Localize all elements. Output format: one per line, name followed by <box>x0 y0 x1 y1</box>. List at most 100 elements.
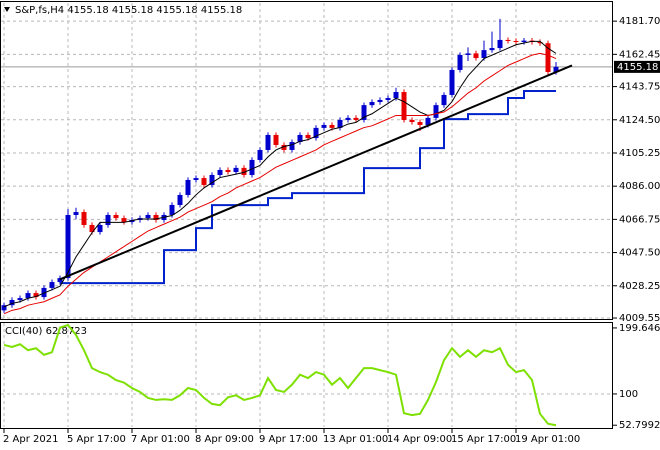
x-tick-label: 7 Apr 01:00 <box>131 434 190 445</box>
candle-body <box>497 39 503 49</box>
candle-body <box>201 178 207 185</box>
candle-body <box>97 224 103 233</box>
x-tick-label: 19 Apr 01:00 <box>515 434 580 445</box>
candle-body <box>329 124 335 128</box>
candle-body <box>193 178 199 180</box>
candle-body <box>265 134 271 150</box>
chart-title: S&P,fs,H4 4155.18 4155.18 4155.18 4155.1… <box>15 5 242 16</box>
y-tick-label: 4066.75 <box>619 214 660 225</box>
candle-body <box>9 299 15 306</box>
y-tick-label: 4143.75 <box>619 82 660 93</box>
x-tick-label: 14 Apr 09:00 <box>387 434 452 445</box>
candle-body <box>185 179 191 195</box>
candle-body <box>473 53 479 59</box>
candle-body <box>521 40 527 43</box>
menu-arrow <box>4 7 10 12</box>
candle-body <box>33 293 39 298</box>
candle-body <box>313 127 319 139</box>
candle-body <box>105 214 111 225</box>
candle-body <box>73 212 79 215</box>
candle-body <box>113 214 119 219</box>
y-tick-label: 4009.55 <box>619 313 660 324</box>
y-tick-label: 4086.00 <box>619 181 660 192</box>
candle-body <box>385 98 391 100</box>
candle-body <box>345 117 351 120</box>
candle-body <box>441 94 447 106</box>
x-tick-label: 15 Apr 17:00 <box>451 434 516 445</box>
x-tick-label: 8 Apr 09:00 <box>195 434 254 445</box>
line <box>3 52 557 315</box>
y-tick-label: 4124.50 <box>619 115 660 126</box>
line <box>3 323 557 427</box>
candle-body <box>281 144 287 150</box>
candle-body <box>409 119 415 123</box>
trendline <box>59 64 573 281</box>
candle-body <box>553 66 559 73</box>
candle-body <box>537 42 543 44</box>
candle-body <box>153 214 159 220</box>
candle-body <box>257 149 263 160</box>
candle-body <box>305 134 311 139</box>
y-tick-label: 4162.45 <box>619 49 660 60</box>
candle-body <box>377 99 383 103</box>
x-tick-label: 2 Apr 2021 <box>3 434 58 445</box>
candle-body <box>489 48 495 51</box>
candle-body <box>353 117 359 120</box>
candle-body <box>465 53 471 55</box>
candle-body <box>297 134 303 143</box>
candle-body <box>369 102 375 106</box>
price-label: 4155.18 <box>617 62 658 73</box>
y-tick-label: 4028.25 <box>619 281 660 292</box>
x-tick-label: 13 Apr 01:00 <box>323 434 388 445</box>
candle-body <box>513 40 519 43</box>
candle-body <box>457 54 463 70</box>
candle-body <box>25 293 31 299</box>
candle-body <box>481 50 487 59</box>
y-tick-label: 4105.25 <box>619 148 660 159</box>
y-tick-label: 52.7992 <box>619 420 660 431</box>
line <box>3 40 557 308</box>
candle-body <box>337 119 343 128</box>
x-tick-label: 5 Apr 17:00 <box>67 434 126 445</box>
candle-body <box>505 39 511 41</box>
candle-body <box>433 105 439 118</box>
candle-body <box>145 214 151 219</box>
candle-body <box>273 134 279 145</box>
line <box>60 89 556 285</box>
y-tick-label: 199.6466 <box>619 323 660 334</box>
candle-body <box>41 287 47 298</box>
y-tick-label: 4181.70 <box>619 16 660 27</box>
candle-body <box>417 122 423 125</box>
candle-body <box>89 224 95 233</box>
candle-body <box>425 117 431 125</box>
y-tick-label: 4047.50 <box>619 248 660 259</box>
cci-title: CCI(40) 62.8723 <box>5 326 87 337</box>
candle-body <box>401 92 407 120</box>
candle-body <box>449 69 455 95</box>
candle-body <box>177 194 183 205</box>
y-tick-label: 100 <box>619 389 638 400</box>
candle-body <box>393 92 399 99</box>
candle-body <box>81 212 87 225</box>
candle-body <box>225 169 231 173</box>
candle-body <box>65 214 71 279</box>
candle-body <box>241 167 247 175</box>
price-label-box <box>614 60 660 73</box>
x-tick-label: 9 Apr 17:00 <box>259 434 318 445</box>
candle-body <box>233 167 239 173</box>
candle-body <box>209 174 215 185</box>
main-panel <box>0 1 613 320</box>
candle-body <box>289 142 295 150</box>
candle-body <box>321 124 327 128</box>
candle-body <box>17 298 23 300</box>
candle-body <box>57 278 63 283</box>
candle-body <box>361 105 367 120</box>
candle-body <box>169 204 175 215</box>
candle-body <box>49 282 55 288</box>
cci-panel <box>0 322 613 429</box>
candle-body <box>217 169 223 175</box>
candle-body <box>545 43 551 73</box>
candle-body <box>121 218 127 223</box>
candle-body <box>1 305 7 311</box>
